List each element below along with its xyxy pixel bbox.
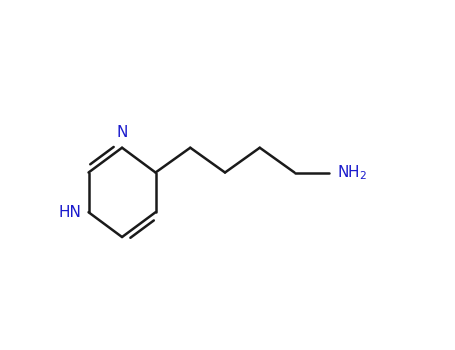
Text: NH$_2$: NH$_2$ <box>337 163 367 182</box>
Text: HN: HN <box>58 205 81 220</box>
Text: N: N <box>116 125 128 140</box>
